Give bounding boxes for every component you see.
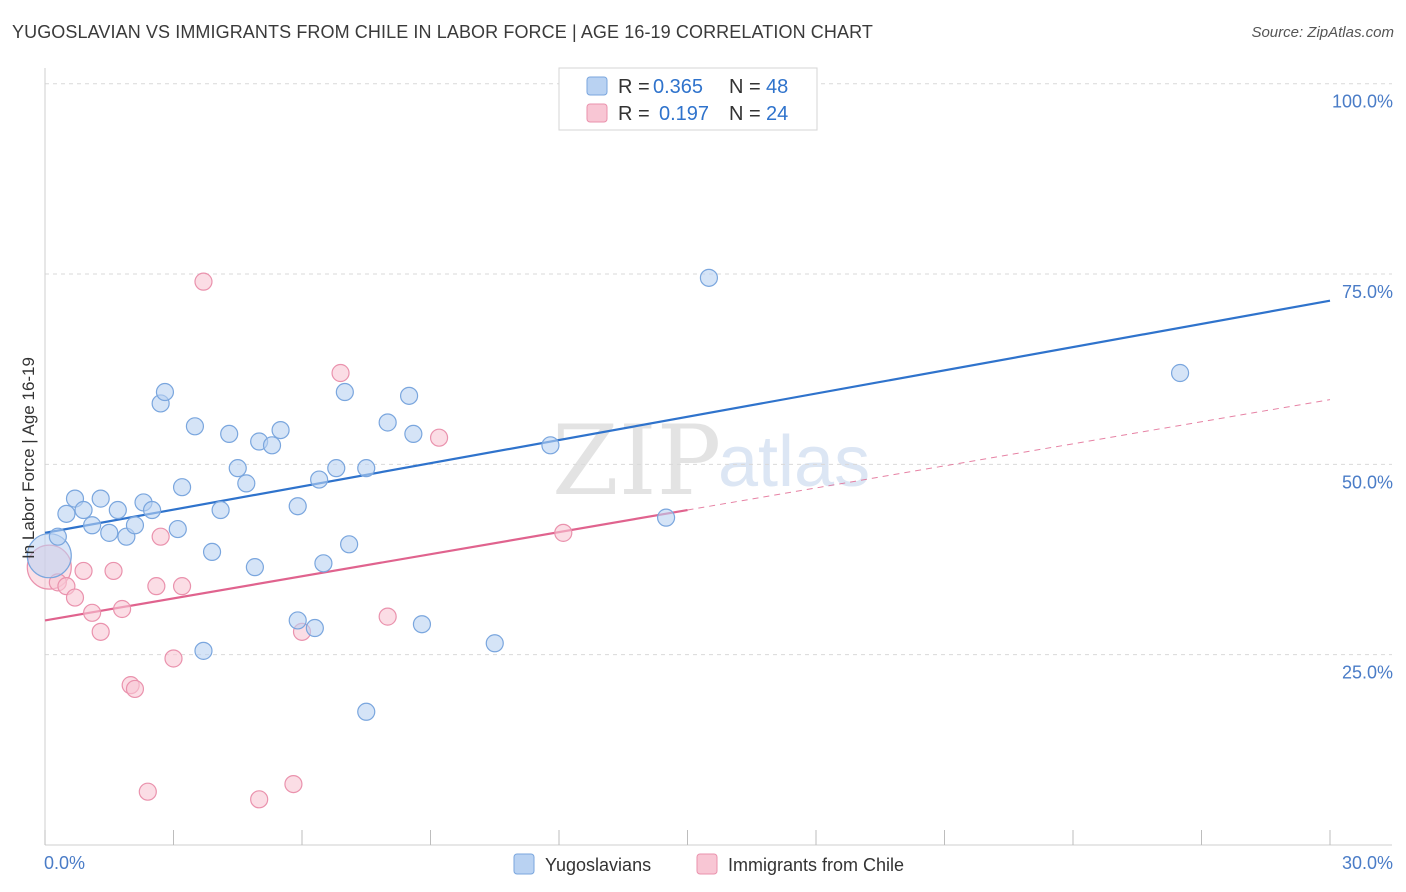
point-yugoslavians-40 [404,424,423,444]
point-chile-22 [429,428,449,447]
legend-r-label-2: R = [618,103,650,125]
x-tick-labels: 0.0% 30.0% [44,853,1393,873]
point-yugoslavians-18 [194,641,213,660]
point-yugoslavians-2 [57,504,76,523]
point-chile-10 [125,679,145,699]
y-tick-label-3: 25.0% [1342,663,1393,683]
point-chile-18 [284,774,303,794]
point-chile-23 [554,523,573,542]
point-chile-14 [164,649,183,668]
point-chile-7 [104,561,123,581]
point-yugoslavians-32 [314,554,333,573]
point-yugoslavians-1 [48,527,67,546]
point-yugoslavians-24 [245,558,264,577]
point-yugoslavians-29 [288,611,307,630]
trend-line-chile [44,508,688,622]
x-tick-label-1: 30.0% [1342,853,1393,873]
point-chile-3 [65,588,85,607]
legend-r-label-1: R = [618,76,650,98]
point-chile-17 [250,790,269,809]
point-yugoslavians-5 [83,516,102,535]
point-chile-5 [83,603,102,622]
y-tick-label-0: 100.0% [1332,92,1393,112]
point-yugoslavians-45 [656,508,676,527]
bottom-legend-label-chile: Immigrants from Chile [728,855,904,875]
data-points [26,74,1190,809]
legend-swatch-chile [586,103,608,123]
point-yugoslavians-26 [262,436,282,455]
point-yugoslavians-10 [125,516,145,535]
point-yugoslavians-42 [485,634,504,653]
point-yugoslavians-20 [211,500,230,520]
point-chile-8 [112,599,132,619]
point-yugoslavians-36 [357,459,376,478]
bottom-legend: Yugoslavians Immigrants from Chile [513,853,904,875]
legend-n-label-2: N = [729,103,761,125]
point-chile-13 [151,527,170,546]
y-axis-label: In Labor Force | Age 16-19 [19,357,38,559]
point-yugoslavians-31 [310,470,329,489]
point-yugoslavians-22 [228,459,247,478]
point-chile-6 [91,622,110,641]
point-yugoslavians-27 [271,420,290,440]
point-chile-21 [378,607,397,626]
y-tick-label-2: 50.0% [1342,472,1393,492]
legend-n-label-1: N = [729,76,761,98]
point-yugoslavians-43 [541,436,560,455]
point-yugoslavians-41 [412,615,432,634]
point-chile-12 [147,577,166,596]
trend-line-chile-extrapolated [687,399,1331,511]
point-chile-15 [172,577,192,596]
point-yugoslavians-38 [378,413,397,432]
point-yugoslavians-35 [340,535,359,554]
point-yugoslavians-30 [305,618,324,638]
point-yugoslavians-12 [142,500,162,520]
axes [44,68,1392,846]
x-tick-label-0: 0.0% [44,853,85,873]
y-tick-label-1: 75.0% [1342,282,1393,302]
point-yugoslavians-28 [288,497,307,516]
point-yugoslavians-14 [155,382,175,402]
y-tick-labels: 100.0% 75.0% 50.0% 25.0% [1332,92,1393,683]
trend-lines [44,299,1331,622]
point-yugoslavians-8 [108,500,127,520]
legend-n-value-1: 48 [766,76,788,98]
watermark-zip: ZIP [552,405,721,517]
point-yugoslavians-37 [357,702,376,721]
legend-n-value-2: 24 [766,103,788,125]
point-chile-11 [138,782,157,801]
point-yugoslavians-4 [74,500,93,520]
point-yugoslavians-21 [220,424,239,444]
bottom-legend-swatch-yugoslavians [513,853,535,875]
point-chile-20 [331,363,350,383]
point-chile-4 [74,561,93,581]
legend-swatch-yugoslavians [586,76,608,96]
point-yugoslavians-19 [202,542,222,562]
top-legend: R = 0.365 N = 48 R = 0.197 N = 24 [558,67,818,131]
chart-title: YUGOSLAVIAN VS IMMIGRANTS FROM CHILE IN … [12,22,873,42]
point-yugoslavians-17 [185,417,205,436]
point-yugoslavians-6 [91,489,110,508]
chart-source: Source: ZipAtlas.com [1251,24,1394,41]
watermark-atlas: atlas [718,422,870,502]
point-yugoslavians-47 [1170,363,1190,383]
point-yugoslavians-23 [237,474,256,493]
point-chile-16 [194,272,213,291]
point-yugoslavians-15 [168,519,187,539]
point-yugoslavians-16 [172,478,192,497]
legend-r-value-1: 0.365 [653,76,703,98]
bottom-legend-label-yugoslavians: Yugoslavians [545,855,651,875]
legend-r-value-2: 0.197 [659,103,709,125]
watermark: ZIP atlas [552,405,870,517]
point-yugoslavians-34 [335,382,354,402]
point-yugoslavians-7 [100,523,119,542]
trend-line-yugoslavians [44,299,1331,534]
point-yugoslavians-33 [327,459,346,478]
point-yugoslavians-46 [699,268,719,287]
bottom-legend-swatch-chile [696,853,718,875]
point-yugoslavians-39 [399,386,419,405]
